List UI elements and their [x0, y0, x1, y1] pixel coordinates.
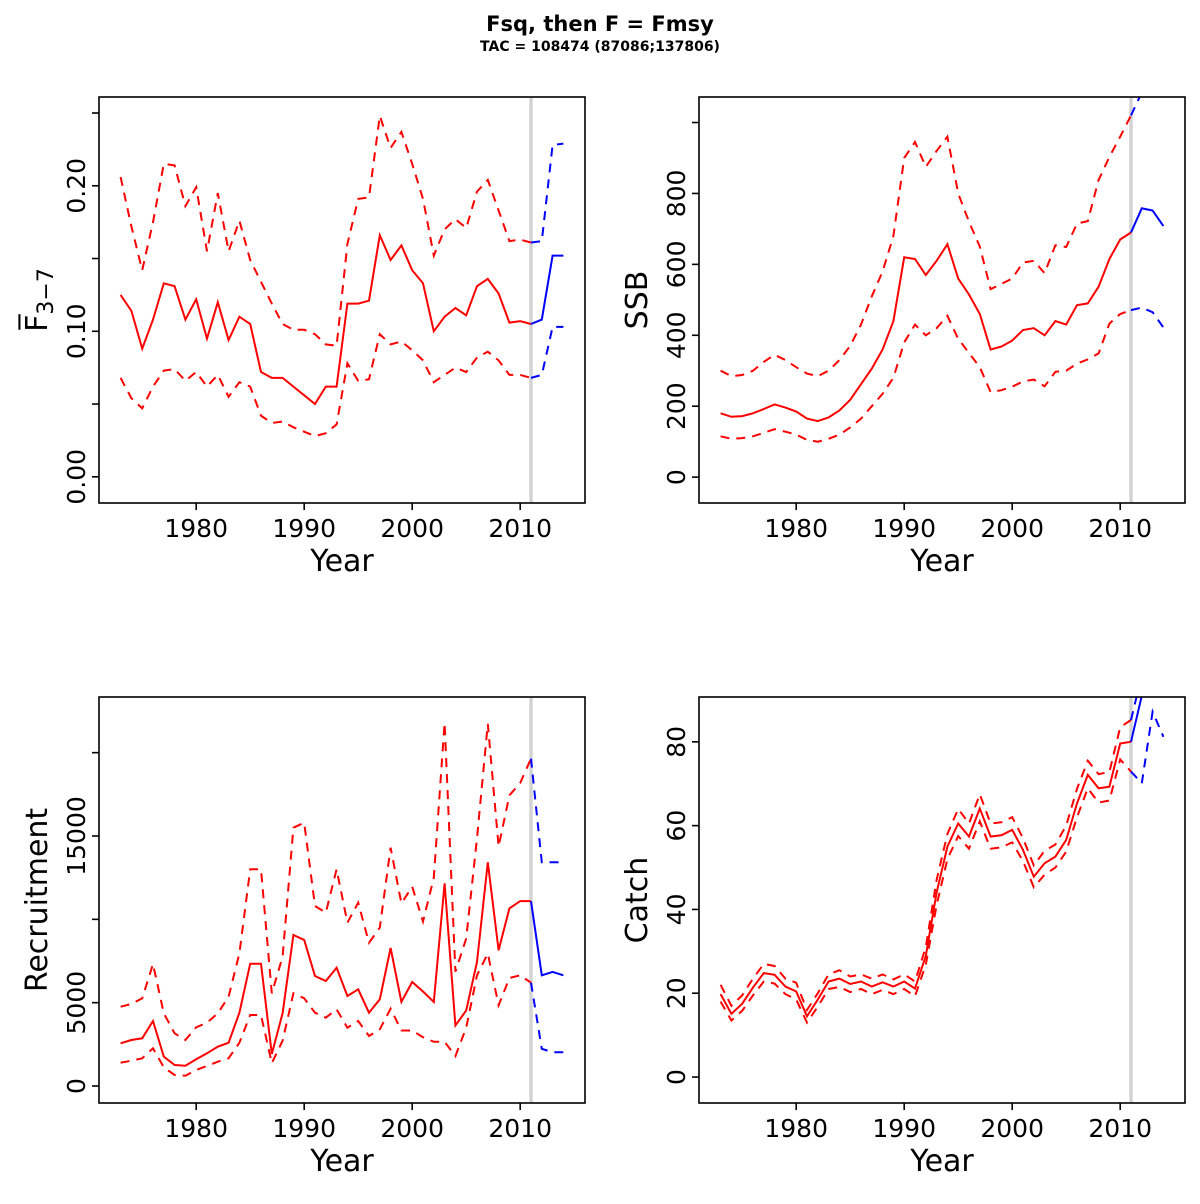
- x-tick-label: 2000: [980, 514, 1044, 543]
- catch-median-history-line: [719, 740, 1132, 1019]
- y-tick-label: 0: [662, 469, 691, 485]
- ssb-x-axis-title: Year: [909, 544, 974, 579]
- ssb-lower90-history-line: [720, 309, 1132, 443]
- x-tick-label: 1980: [164, 514, 228, 543]
- y-tick-label: 0: [62, 1078, 91, 1094]
- panel-catch: 1980 1990 2000 2010 0 20 40 60 80 Year Catch: [600, 600, 1200, 1200]
- recruitment-chart: 1980 1990 2000 2010 0 5000 15000 Year Recruitmen…: [20, 696, 586, 1179]
- x-tick-label: 1990: [872, 514, 936, 543]
- catch-plot-box: [698, 696, 1186, 1104]
- y-tick-label: 200: [662, 382, 691, 430]
- y-tick-label: 600: [662, 241, 691, 289]
- x-tick-label: 2000: [380, 514, 444, 543]
- catch-upper90-history-line: [719, 719, 1132, 1013]
- catch-lower90-forecast-line: [1130, 708, 1165, 786]
- x-tick-label: 2010: [488, 1114, 552, 1143]
- fbar-lower90-forecast-line: [530, 325, 564, 379]
- fbar-x-axis-title: Year: [309, 544, 374, 579]
- plot-subtitle: TAC = 108474 (87086;137806): [480, 39, 720, 55]
- y-tick-label: 80: [662, 726, 691, 758]
- plot-title: Fsq, then F = Fmsy: [486, 12, 714, 36]
- ssb-chart: 1980 1990 2000 2010 0 200 400 600 800 Year SSB: [620, 96, 1186, 579]
- y-tick-label: 60: [662, 810, 691, 842]
- plot-header: Fsq, then F = Fmsy TAC = 108474 (87086;1…: [0, 12, 1200, 55]
- y-tick-label: 400: [662, 311, 691, 359]
- y-tick-label: 20: [662, 977, 691, 1009]
- panel-fbar: 1980 1990 2000 2010 0.00 0.10 0.20 Year F̅3−7: [0, 0, 600, 600]
- recruitment-y-axis-title: Recruitment: [20, 808, 55, 993]
- x-tick-label: 2010: [488, 514, 552, 543]
- recruitment-lower90-history-line: [120, 950, 532, 1077]
- fbar-y-axis-title: F̅3−7: [18, 268, 59, 332]
- recruitment-x-axis-title: Year: [309, 1144, 374, 1179]
- fbar-median-forecast-line: [530, 254, 564, 325]
- x-tick-label: 2010: [1088, 514, 1152, 543]
- ssb-upper90-history-line: [720, 114, 1132, 378]
- y-tick-label: 0.10: [62, 303, 91, 359]
- ssb-y-axis-title: SSB: [620, 271, 655, 330]
- x-tick-label: 1990: [872, 1114, 936, 1143]
- x-tick-label: 1990: [272, 514, 336, 543]
- recruitment-plot-box: [98, 696, 586, 1104]
- x-tick-label: 1980: [764, 514, 828, 543]
- catch-x-axis-title: Year: [909, 1144, 974, 1179]
- recruitment-upper90-forecast-line: [530, 758, 564, 864]
- panel-recruitment: 1980 1990 2000 2010 0 5000 15000 Year Recruitmen…: [0, 600, 600, 1200]
- ssb-median-forecast-line: [1130, 207, 1165, 233]
- y-tick-label: 5000: [62, 971, 91, 1035]
- fbar-chart: 1980 1990 2000 2010 0.00 0.10 0.20 Year F̅3−7: [18, 96, 586, 579]
- y-tick-label: 0.00: [62, 449, 91, 505]
- x-tick-label: 1990: [272, 1114, 336, 1143]
- y-tick-label: 800: [662, 170, 691, 218]
- recruitment-lower90-forecast-line: [530, 982, 564, 1054]
- y-tick-label: 0: [662, 1069, 691, 1085]
- panel-ssb: 1980 1990 2000 2010 0 200 400 600 800 Year SSB: [600, 0, 1200, 600]
- catch-median-forecast-line: [1130, 697, 1143, 743]
- fbar-median-history-line: [119, 231, 532, 406]
- catch-y-axis-title: Catch: [620, 857, 655, 944]
- fbar-upper90-forecast-line: [530, 142, 564, 244]
- y-tick-label: 40: [662, 894, 691, 926]
- fbar-lower90-history-line: [119, 332, 532, 438]
- fbar-plot-box: [98, 96, 586, 504]
- catch-upper90-forecast-line: [1130, 697, 1138, 721]
- recruitment-median-history-line: [120, 862, 531, 1067]
- ssb-plot-box: [698, 96, 1186, 504]
- recruitment-upper90-history-line: [120, 722, 532, 1042]
- x-tick-label: 1980: [764, 1114, 828, 1143]
- y-tick-label: 0.20: [62, 158, 91, 214]
- catch-chart: 1980 1990 2000 2010 0 20 40 60 80 Year Catch: [620, 696, 1186, 1179]
- x-tick-label: 2000: [980, 1114, 1044, 1143]
- x-tick-label: 1980: [164, 1114, 228, 1143]
- ssb-upper90-forecast-line: [1130, 97, 1141, 116]
- recruitment-median-forecast-line: [530, 900, 564, 977]
- catch-lower90-history-line: [719, 757, 1132, 1025]
- x-tick-label: 2010: [1088, 1114, 1152, 1143]
- ssb-median-history-line: [720, 231, 1132, 423]
- fbar-upper90-history-line: [119, 115, 532, 347]
- x-tick-label: 2000: [380, 1114, 444, 1143]
- ssb-lower90-forecast-line: [1130, 306, 1165, 329]
- y-tick-label: 15000: [62, 796, 91, 876]
